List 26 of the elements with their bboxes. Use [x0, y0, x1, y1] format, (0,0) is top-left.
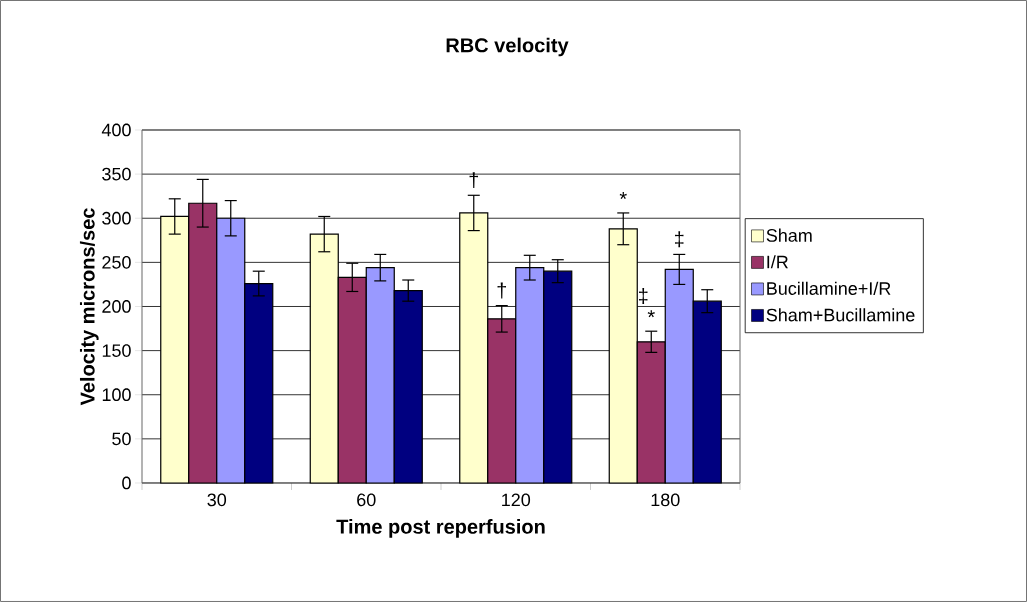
y-tick-label: 250 — [102, 255, 131, 269]
y-tick-label: 0 — [122, 476, 131, 490]
legend-label: Bucillamine+I/R — [767, 281, 891, 295]
legend-label: Sham — [766, 228, 812, 242]
annotation: * — [647, 310, 655, 318]
annotation: ‡ — [675, 231, 684, 248]
y-tick-label: 400 — [101, 123, 131, 137]
x-tick-label: 30 — [207, 493, 227, 507]
x-axis-title: Time post reperfusion — [336, 519, 545, 538]
chart-title: RBC velocity — [446, 37, 569, 57]
x-tick-label: 180 — [651, 493, 680, 507]
y-tick-label: 50 — [112, 432, 131, 446]
annotation: ‡ — [639, 288, 648, 304]
y-tick-label: 100 — [102, 388, 131, 402]
x-tick-label: 60 — [357, 493, 376, 507]
y-tick-label: 200 — [102, 300, 131, 313]
y-tick-label: 350 — [102, 167, 131, 181]
legend-label: Sham+Bucillamine — [766, 308, 915, 322]
annotation: * — [619, 191, 627, 200]
y-tick-label: 150 — [102, 344, 131, 357]
x-tick-label: 120 — [502, 493, 531, 507]
annotation: † — [469, 172, 478, 189]
annotation: † — [497, 282, 506, 299]
y-axis-title: Velocity microns/sec — [79, 208, 99, 406]
y-tick-label: 300 — [102, 211, 131, 225]
legend-label: I/R — [767, 255, 788, 269]
